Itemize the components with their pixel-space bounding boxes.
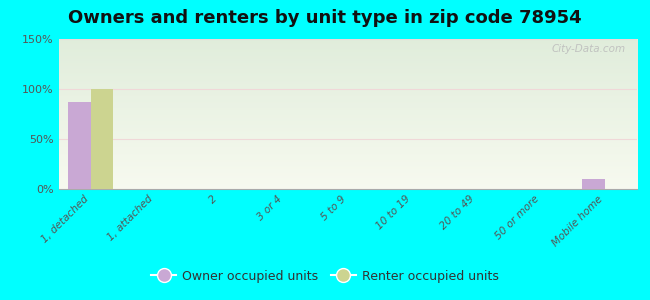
Text: Owners and renters by unit type in zip code 78954: Owners and renters by unit type in zip c…	[68, 9, 582, 27]
Legend: Owner occupied units, Renter occupied units: Owner occupied units, Renter occupied un…	[146, 265, 504, 288]
Bar	[582, 179, 605, 189]
Text: City-Data.com: City-Data.com	[551, 44, 625, 53]
Bar	[90, 89, 113, 189]
Bar	[68, 102, 90, 189]
